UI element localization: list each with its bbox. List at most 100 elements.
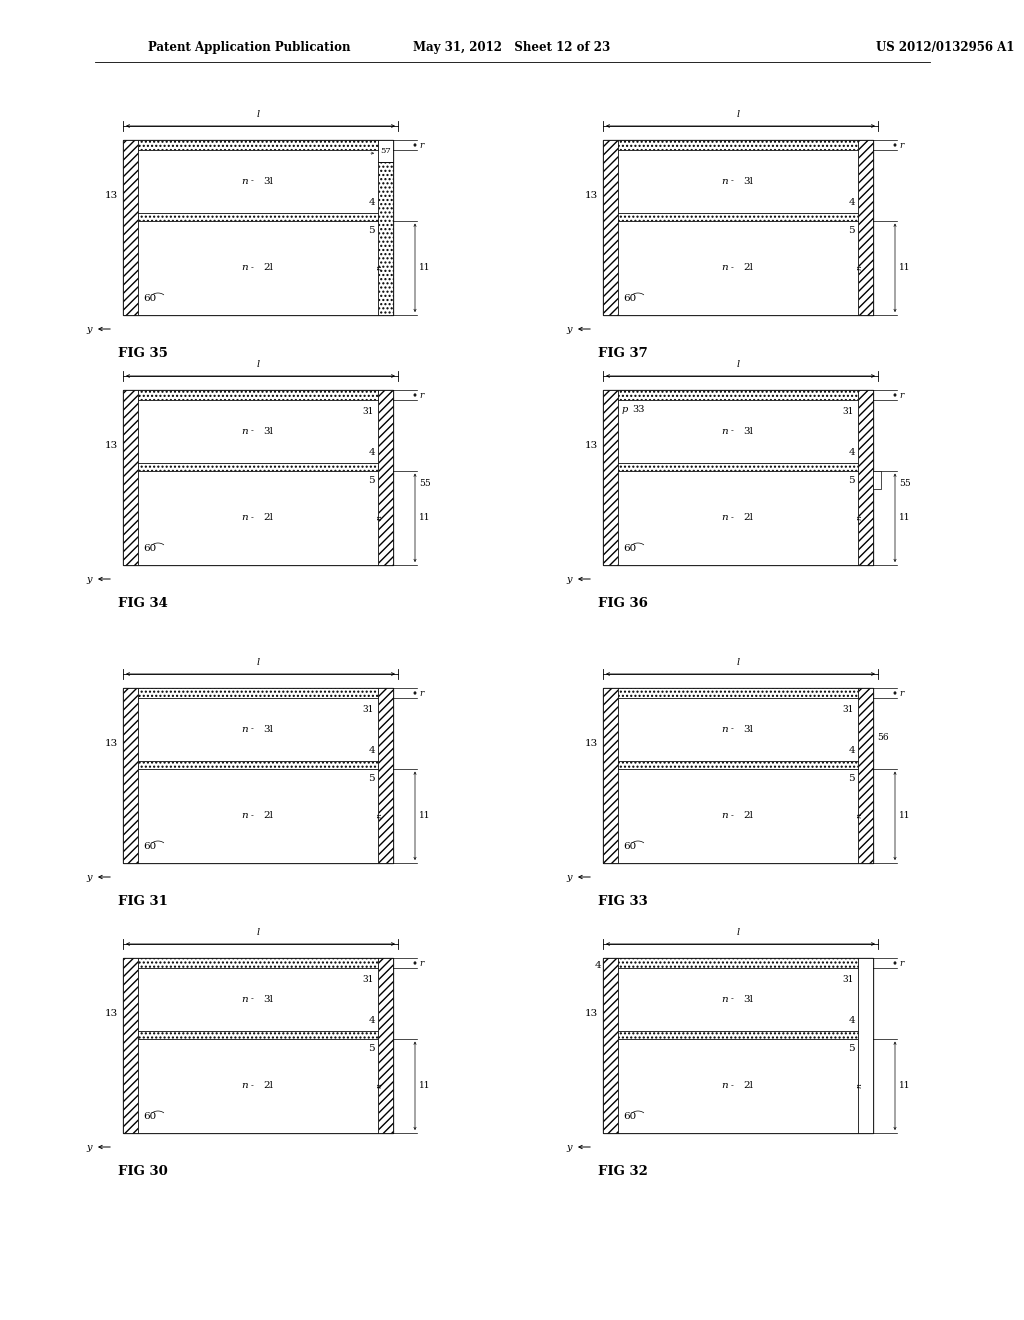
Bar — [123, 958, 393, 1133]
Text: r: r — [419, 958, 423, 968]
Text: 13: 13 — [585, 739, 598, 748]
Text: 4: 4 — [848, 198, 855, 207]
Text: 31: 31 — [843, 705, 854, 714]
Text: 2l: 2l — [263, 263, 273, 272]
Bar — [618, 958, 858, 968]
Bar — [138, 140, 378, 150]
Text: 2l: 2l — [263, 1081, 273, 1090]
Text: 3l: 3l — [743, 725, 753, 734]
Text: n: n — [855, 515, 863, 520]
Bar — [603, 958, 618, 1133]
Text: l: l — [736, 360, 739, 370]
Text: n: n — [375, 515, 383, 520]
Text: FIG 34: FIG 34 — [118, 597, 168, 610]
Bar — [618, 768, 858, 863]
Text: n: n — [721, 725, 728, 734]
Text: n: n — [721, 812, 728, 820]
Text: n: n — [721, 263, 728, 272]
Text: 11: 11 — [419, 1081, 430, 1090]
Text: y: y — [566, 1143, 572, 1151]
Text: y: y — [566, 873, 572, 882]
Text: y: y — [566, 325, 572, 334]
Bar — [123, 389, 138, 565]
Text: r: r — [419, 689, 423, 697]
Bar — [138, 958, 378, 968]
Text: 11: 11 — [419, 812, 430, 820]
Bar — [858, 958, 873, 1133]
Text: -: - — [731, 995, 734, 1003]
Text: 3l: 3l — [263, 426, 273, 436]
Text: -: - — [731, 264, 734, 272]
Text: 11: 11 — [899, 263, 910, 272]
Text: 11: 11 — [899, 513, 910, 523]
Text: l: l — [736, 110, 739, 119]
Text: 60: 60 — [623, 1111, 636, 1121]
Bar — [138, 150, 378, 213]
Text: 13: 13 — [104, 441, 118, 450]
Bar — [618, 140, 858, 150]
Text: 5: 5 — [369, 1044, 375, 1052]
Text: n: n — [855, 265, 863, 271]
Text: r: r — [899, 958, 903, 968]
Text: n: n — [721, 426, 728, 436]
Bar — [618, 1039, 858, 1133]
Text: l: l — [256, 110, 259, 119]
Bar — [138, 1039, 378, 1133]
Text: 13: 13 — [585, 191, 598, 201]
Text: n: n — [242, 812, 248, 820]
Text: FIG 36: FIG 36 — [598, 597, 648, 610]
Bar — [123, 688, 393, 863]
Bar — [618, 471, 858, 565]
Bar — [603, 140, 873, 315]
Text: 60: 60 — [623, 294, 636, 304]
Bar — [138, 462, 378, 471]
Text: -: - — [251, 177, 254, 185]
Bar — [603, 389, 873, 565]
Text: y: y — [86, 873, 92, 882]
Bar — [138, 968, 378, 1031]
Text: 13: 13 — [585, 441, 598, 450]
Text: FIG 32: FIG 32 — [598, 1166, 648, 1177]
Text: 4: 4 — [369, 1015, 375, 1024]
Text: l: l — [256, 928, 259, 937]
Text: n: n — [242, 725, 248, 734]
Text: Patent Application Publication: Patent Application Publication — [148, 41, 350, 54]
Text: 31: 31 — [362, 975, 374, 985]
Text: r: r — [419, 140, 423, 149]
Text: y: y — [86, 325, 92, 334]
Text: -: - — [251, 995, 254, 1003]
Text: n: n — [855, 813, 863, 818]
Text: -: - — [731, 725, 734, 734]
Text: 5: 5 — [848, 475, 855, 484]
Bar — [138, 698, 378, 760]
Bar — [618, 150, 858, 213]
Bar — [138, 1031, 378, 1039]
Text: 5: 5 — [369, 774, 375, 783]
Bar — [603, 389, 618, 565]
Text: 11: 11 — [419, 513, 430, 523]
Bar — [603, 958, 873, 1133]
Bar — [618, 688, 858, 698]
Text: 2l: 2l — [743, 812, 753, 820]
Text: 2l: 2l — [743, 263, 753, 272]
Text: r: r — [899, 689, 903, 697]
Text: 4: 4 — [848, 746, 855, 755]
Bar — [618, 968, 858, 1031]
Text: r: r — [419, 391, 423, 400]
Text: -: - — [251, 1082, 254, 1090]
Text: 13: 13 — [104, 739, 118, 748]
Bar — [618, 220, 858, 315]
Text: 57: 57 — [380, 147, 391, 154]
Bar — [378, 140, 393, 162]
Bar — [858, 140, 873, 315]
Text: 2l: 2l — [263, 513, 273, 523]
Text: 4: 4 — [369, 198, 375, 207]
Text: -: - — [251, 264, 254, 272]
Text: 3l: 3l — [743, 426, 753, 436]
Bar — [618, 1031, 858, 1039]
Text: 60: 60 — [623, 544, 636, 553]
Bar — [123, 958, 138, 1133]
Text: 55: 55 — [419, 479, 431, 487]
Text: May 31, 2012   Sheet 12 of 23: May 31, 2012 Sheet 12 of 23 — [414, 41, 610, 54]
Text: 3l: 3l — [263, 725, 273, 734]
